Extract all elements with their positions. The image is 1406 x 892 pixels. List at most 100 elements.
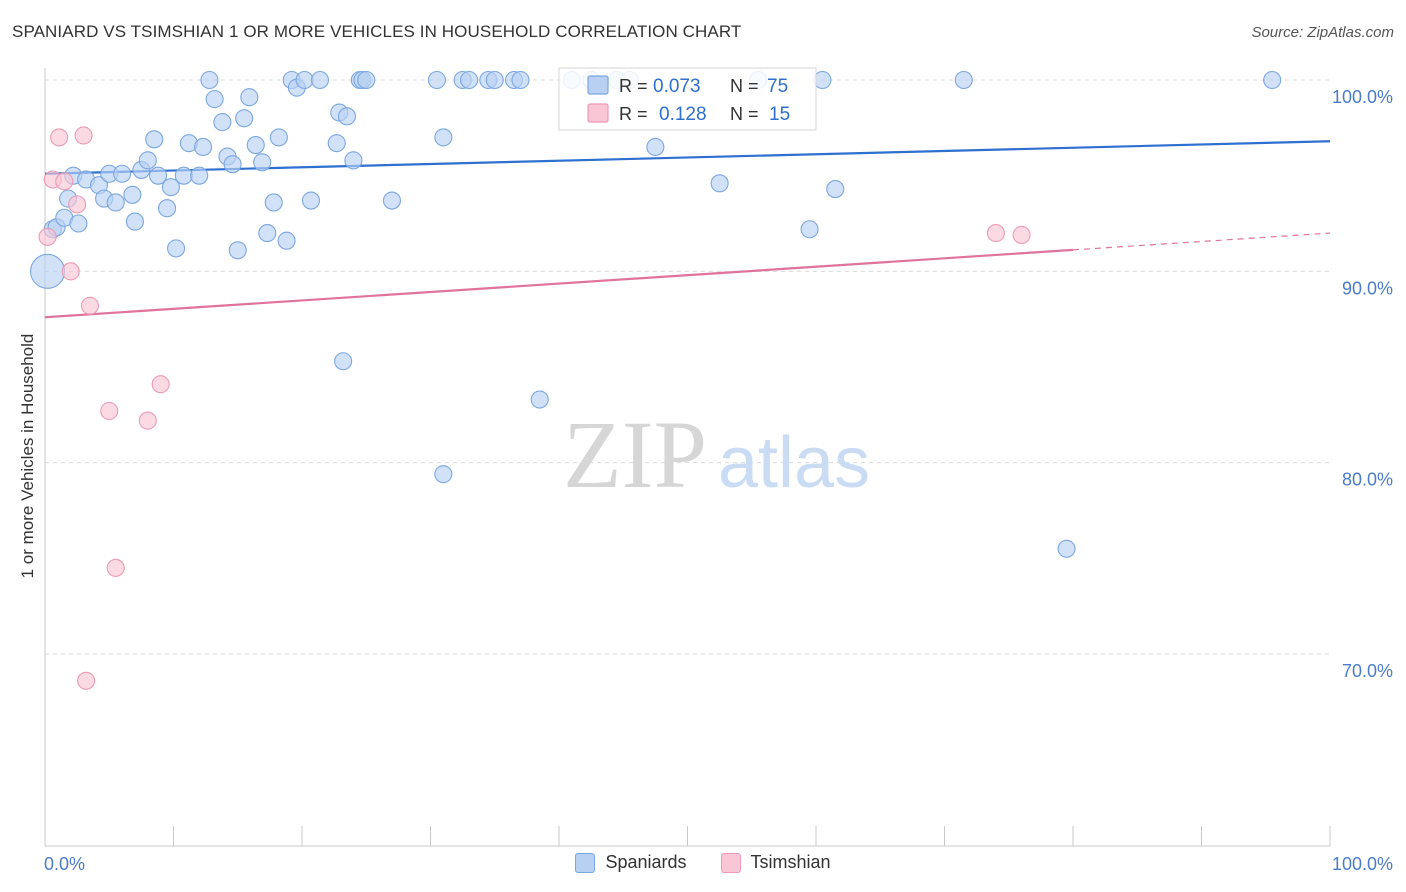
y-tick-label: 90.0% <box>1342 278 1393 298</box>
legend-n-value: 15 <box>769 104 790 125</box>
data-point-spaniards <box>125 212 144 231</box>
data-point-spaniards <box>190 166 209 185</box>
data-point-tsimshian <box>55 172 74 191</box>
data-point-spaniards <box>1057 539 1076 558</box>
data-point-tsimshian <box>68 195 87 214</box>
data-point-spaniards <box>269 128 288 147</box>
data-point-spaniards <box>357 70 376 90</box>
chart-title: SPANIARD VS TSIMSHIAN 1 OR MORE VEHICLES… <box>12 22 742 41</box>
data-point-spaniards <box>301 191 321 210</box>
data-point-spaniards <box>69 214 88 233</box>
data-point-tsimshian <box>986 224 1005 243</box>
data-point-spaniards <box>382 191 402 210</box>
data-point-spaniards <box>295 70 314 90</box>
data-point-spaniards <box>258 224 277 243</box>
legend-label-tsimshian: Tsimshian <box>750 852 831 872</box>
data-point-spaniards <box>264 193 283 212</box>
data-point-spaniards <box>138 151 157 170</box>
axes <box>44 68 1331 847</box>
data-point-spaniards <box>235 109 254 128</box>
trend-line-extension <box>1072 232 1331 251</box>
watermark: ZIP atlas <box>563 401 870 508</box>
data-point-spaniards <box>485 70 504 90</box>
legend-swatch-blue <box>575 852 596 873</box>
data-point-spaniards <box>511 70 530 90</box>
legend-r-value: 0.073 <box>653 76 701 97</box>
data-point-tsimshian <box>77 671 96 690</box>
data-point-spaniards <box>158 199 177 218</box>
data-point-tsimshian <box>138 411 157 430</box>
data-point-spaniards <box>223 155 242 174</box>
data-point-spaniards <box>145 130 164 149</box>
legend-r-label: R = <box>619 76 648 96</box>
legend-swatch-tsimshian <box>587 103 609 123</box>
data-point-spaniards <box>826 180 845 199</box>
data-point-spaniards <box>1263 70 1282 90</box>
y-tick-label: 80.0% <box>1342 470 1393 490</box>
legend-item-spaniards[interactable]: Spaniards <box>575 852 687 873</box>
data-point-spaniards <box>123 185 142 204</box>
data-point-spaniards <box>334 352 353 371</box>
data-point-spaniards <box>646 137 665 157</box>
data-point-spaniards <box>174 166 193 185</box>
y-tick-label: 100.0% <box>1332 87 1393 107</box>
watermark-zip: ZIP <box>563 401 707 508</box>
legend-n-value: 75 <box>767 76 788 97</box>
data-point-spaniards <box>240 88 259 107</box>
data-point-tsimshian <box>80 296 100 315</box>
data-point-spaniards <box>954 70 973 90</box>
data-point-spaniards <box>277 231 296 250</box>
y-tick-label: 70.0% <box>1342 661 1393 681</box>
data-point-spaniards <box>710 174 729 193</box>
data-point-spaniards <box>30 253 66 289</box>
trend-line-tsimshian <box>44 248 1074 319</box>
data-point-tsimshian <box>100 401 119 421</box>
source-credit: Source: ZipAtlas.com <box>1251 24 1394 41</box>
data-point-spaniards <box>434 465 453 484</box>
stats-legend: R = 0.073 N = 75 R = 0.128 N = 15 <box>558 67 817 131</box>
data-point-spaniards <box>427 70 446 90</box>
data-point-spaniards <box>213 113 232 132</box>
legend-r-label: R = <box>619 104 648 124</box>
data-point-spaniards <box>167 239 186 258</box>
data-point-spaniards <box>327 134 346 153</box>
data-point-spaniards <box>228 241 247 260</box>
data-point-tsimshian <box>74 126 93 145</box>
data-point-spaniards <box>113 164 132 183</box>
tick-labels: 70.0% 80.0% 90.0% 100.0% 0.0% 100.0% <box>44 87 1393 874</box>
legend-n-label: N = <box>730 76 759 96</box>
data-point-tsimshian <box>61 262 80 281</box>
legend-label-spaniards: Spaniards <box>605 852 687 872</box>
data-point-spaniards <box>459 70 479 90</box>
legend-n-label: N = <box>730 104 759 124</box>
legend-swatch-pink <box>720 852 741 873</box>
data-point-spaniards <box>205 90 224 109</box>
x-tick-label: 0.0% <box>44 854 85 874</box>
data-point-spaniards <box>337 107 357 126</box>
data-points <box>30 70 1282 690</box>
x-tick-label: 100.0% <box>1332 854 1393 874</box>
data-point-spaniards <box>344 151 363 170</box>
watermark-atlas: atlas <box>718 423 870 503</box>
legend-r-value: 0.128 <box>659 104 707 125</box>
data-point-spaniards <box>434 128 453 147</box>
data-point-spaniards <box>246 136 265 155</box>
data-point-spaniards <box>161 178 180 197</box>
data-point-spaniards <box>106 193 125 212</box>
data-point-tsimshian <box>38 227 57 246</box>
legend-item-tsimshian[interactable]: Tsimshian <box>720 852 831 873</box>
series-legend: Spaniards Tsimshian <box>0 852 1406 873</box>
data-point-tsimshian <box>151 375 170 394</box>
data-point-tsimshian <box>106 558 125 577</box>
data-point-spaniards <box>253 153 272 172</box>
data-point-spaniards <box>200 70 219 90</box>
data-point-spaniards <box>194 137 213 157</box>
data-point-spaniards <box>310 70 330 90</box>
data-point-spaniards <box>800 220 819 239</box>
data-point-spaniards <box>530 390 549 409</box>
data-point-tsimshian <box>1012 225 1031 245</box>
legend-swatch-spaniards <box>587 75 609 95</box>
data-point-tsimshian <box>50 128 69 147</box>
data-point-spaniards <box>149 166 168 185</box>
